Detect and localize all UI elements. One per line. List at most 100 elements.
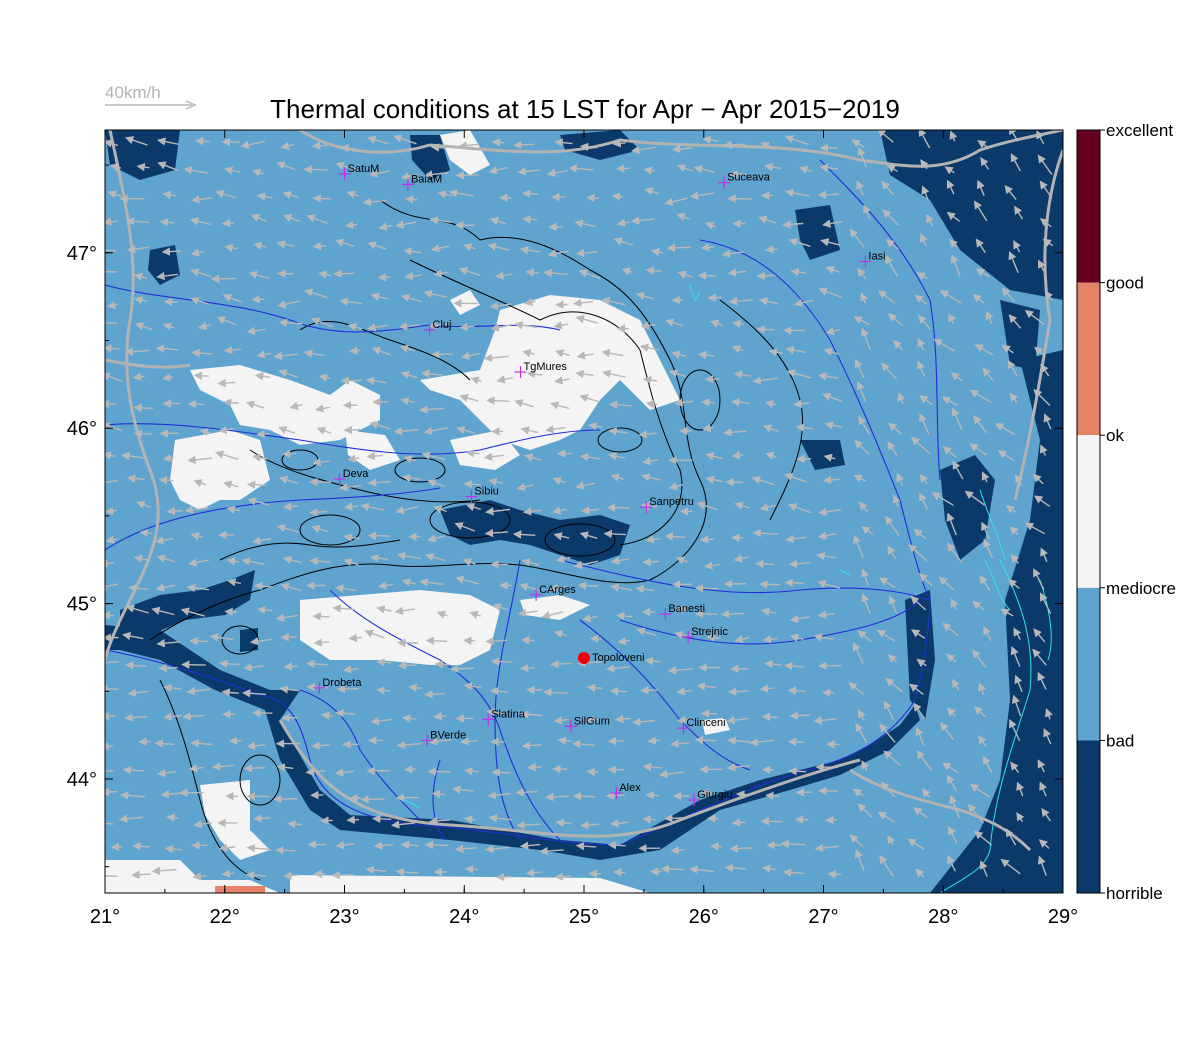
wind-arrow xyxy=(334,768,354,777)
city-label: Sanpetru xyxy=(649,496,694,508)
wind-arrow xyxy=(721,249,745,258)
wind-arrow xyxy=(730,398,750,407)
wind-arrow xyxy=(818,507,842,517)
wind-arrow xyxy=(731,450,744,460)
wind-arrow xyxy=(789,711,810,720)
wind-arrow xyxy=(577,581,599,590)
wind-arrow xyxy=(666,243,691,253)
wind-arrow xyxy=(281,713,298,723)
wind-arrow xyxy=(342,665,359,674)
wind-arrow xyxy=(606,664,630,673)
wind-arrow xyxy=(1040,592,1052,614)
wind-arrow xyxy=(161,247,182,256)
wind-arrow xyxy=(826,740,840,749)
wind-arrow xyxy=(825,327,841,336)
wind-arrow xyxy=(941,396,959,407)
wind-arrow xyxy=(519,663,536,673)
city-marker: SatuM xyxy=(338,163,379,180)
wind-arrow xyxy=(644,187,660,196)
city-label: Slatina xyxy=(491,708,526,720)
wind-arrow xyxy=(724,863,747,873)
wind-arrow xyxy=(910,629,926,639)
city-marker: Strejnic xyxy=(682,626,728,643)
wind-arrow xyxy=(273,794,298,804)
wind-arrow xyxy=(861,568,869,586)
wind-arrow xyxy=(423,170,449,179)
wind-arrow xyxy=(214,450,239,460)
wind-arrow xyxy=(980,157,989,170)
wind-arrow xyxy=(822,475,840,485)
wind-arrow xyxy=(246,843,272,853)
wind-arrow xyxy=(814,843,839,853)
wind-arrow xyxy=(881,362,898,380)
wind-arrow xyxy=(552,476,566,485)
y-tick-label: 44° xyxy=(67,769,97,791)
wind-arrow xyxy=(612,139,626,148)
wind-arrow xyxy=(197,321,212,331)
wind-arrow xyxy=(490,657,513,666)
wind-arrow xyxy=(885,677,903,693)
wind-arrow xyxy=(105,822,114,825)
wind-arrow xyxy=(997,450,1015,462)
wind-arrow xyxy=(1042,238,1054,247)
wind-arrow xyxy=(553,321,569,330)
wind-arrow xyxy=(367,478,391,487)
wind-arrow xyxy=(706,633,721,642)
wind-arrow xyxy=(734,634,750,644)
wind-arrow xyxy=(399,344,415,353)
wind-arrow xyxy=(764,659,781,669)
wind-arrow xyxy=(1008,130,1019,142)
wind-arrow xyxy=(783,661,804,671)
wind-arrow xyxy=(521,741,542,750)
wind-arrow xyxy=(858,501,869,513)
wind-arrow xyxy=(572,298,594,308)
wind-arrow xyxy=(217,378,235,388)
wind-arrow xyxy=(486,396,509,405)
wind-arrow xyxy=(347,454,360,463)
wind-arrow xyxy=(339,483,362,492)
wind-arrow xyxy=(976,179,985,196)
wind-arrow xyxy=(931,492,954,506)
wind-arrow xyxy=(671,295,684,305)
wind-arrow xyxy=(192,872,208,881)
wind-arrow xyxy=(909,683,924,695)
wind-arrow xyxy=(346,190,360,199)
wind-arrow xyxy=(858,415,871,435)
wind-arrow xyxy=(132,842,150,851)
wind-arrow xyxy=(243,764,265,773)
wind-arrow xyxy=(1004,184,1017,200)
wind-arrow xyxy=(751,476,775,486)
wind-arrow xyxy=(273,351,298,361)
wind-arrow xyxy=(151,866,177,875)
wind-arrow xyxy=(190,248,204,257)
wind-arrow xyxy=(400,371,418,380)
wind-arrow xyxy=(575,369,594,379)
colorbar-segment xyxy=(1077,130,1100,283)
wind-arrow xyxy=(758,580,780,589)
wind-arrow xyxy=(822,219,843,228)
colorbar-label: good xyxy=(1106,274,1144,293)
wind-arrow xyxy=(224,243,238,252)
wind-arrow xyxy=(760,141,776,150)
wind-arrow xyxy=(557,736,572,745)
wind-arrow xyxy=(364,629,385,639)
wind-arrow xyxy=(861,593,871,614)
wind-arrow xyxy=(727,268,746,277)
wind-arrow xyxy=(119,791,146,800)
wind-arrow xyxy=(1007,579,1020,590)
wind-arrow xyxy=(282,555,302,565)
wind-arrow xyxy=(283,214,301,223)
wind-arrow xyxy=(632,717,656,727)
wind-arrow xyxy=(190,532,204,541)
wind-arrow xyxy=(942,762,959,774)
wind-arrow xyxy=(1038,839,1050,849)
wind-arrow xyxy=(1037,154,1053,175)
wind-arrow xyxy=(825,266,840,274)
city-marker: Deva xyxy=(333,468,369,486)
wind-arrow xyxy=(705,221,717,230)
wind-arrow xyxy=(193,479,206,488)
wind-arrow xyxy=(303,349,324,358)
wind-arrow xyxy=(367,531,391,540)
wind-arrow xyxy=(582,613,597,623)
wind-arrow xyxy=(400,172,418,181)
